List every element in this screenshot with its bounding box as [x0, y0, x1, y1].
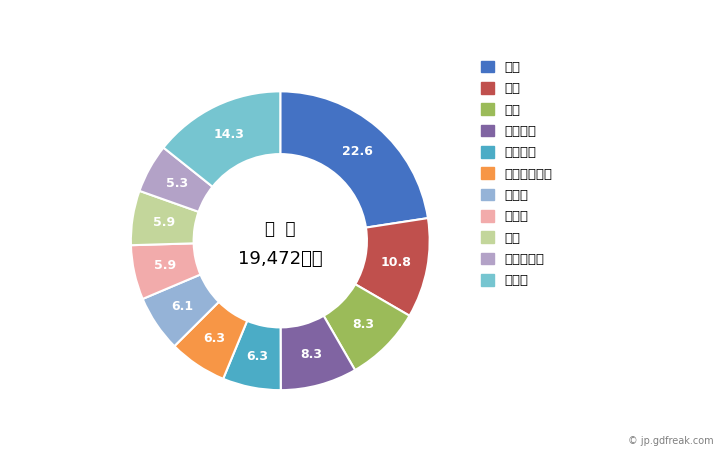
- Text: 6.1: 6.1: [171, 300, 194, 313]
- Text: 6.3: 6.3: [247, 350, 269, 363]
- Text: 5.3: 5.3: [166, 177, 188, 190]
- Text: 19,472万円: 19,472万円: [238, 250, 323, 268]
- Text: 10.8: 10.8: [381, 256, 412, 269]
- Text: 5.9: 5.9: [154, 260, 176, 272]
- Text: 8.3: 8.3: [300, 348, 322, 361]
- Wedge shape: [140, 148, 213, 212]
- Wedge shape: [131, 243, 200, 299]
- Wedge shape: [131, 191, 199, 245]
- Wedge shape: [280, 91, 428, 228]
- Wedge shape: [175, 302, 247, 379]
- Wedge shape: [280, 316, 355, 390]
- Text: 総  額: 総 額: [265, 220, 296, 238]
- Text: 5.9: 5.9: [153, 216, 175, 229]
- Wedge shape: [143, 274, 219, 346]
- Wedge shape: [164, 91, 280, 187]
- Text: 6.3: 6.3: [204, 332, 226, 345]
- Text: 22.6: 22.6: [341, 145, 373, 158]
- Text: 14.3: 14.3: [213, 128, 245, 141]
- Legend: 中国, 台湾, タイ, ベトナム, エジプト, シンガポール, ドイツ, ケニア, 香港, フィリピン, その他: 中国, 台湾, タイ, ベトナム, エジプト, シンガポール, ドイツ, ケニア…: [481, 61, 553, 288]
- Wedge shape: [355, 218, 430, 316]
- Wedge shape: [223, 321, 281, 390]
- Wedge shape: [324, 284, 410, 370]
- Text: © jp.gdfreak.com: © jp.gdfreak.com: [628, 436, 713, 446]
- Text: 8.3: 8.3: [352, 318, 375, 331]
